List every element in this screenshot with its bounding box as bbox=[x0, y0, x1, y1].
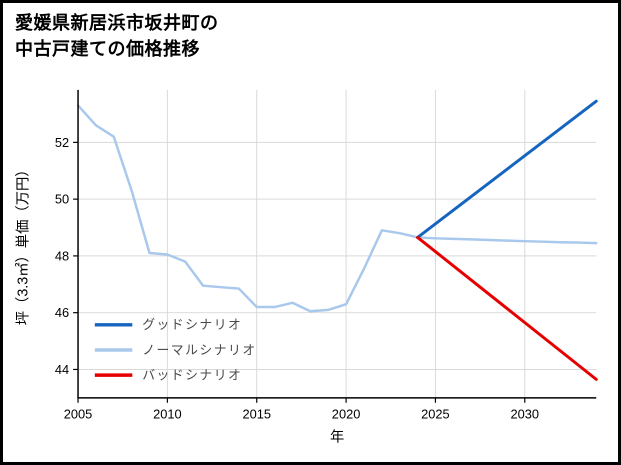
y-tick-label: 48 bbox=[55, 248, 69, 263]
chart-title: 愛媛県新居浜市坂井町の 中古戸建ての価格推移 bbox=[15, 10, 219, 62]
legend-label-0: グッドシナリオ bbox=[142, 317, 242, 332]
y-tick-label: 52 bbox=[55, 135, 69, 150]
x-tick-label: 2030 bbox=[511, 407, 540, 422]
chart-title-line2: 中古戸建ての価格推移 bbox=[15, 39, 200, 59]
series-line-1 bbox=[76, 104, 598, 313]
x-tick-label: 2025 bbox=[421, 407, 450, 422]
x-tick-label: 2010 bbox=[153, 407, 182, 422]
series-line-2 bbox=[416, 235, 598, 381]
legend-label-1: ノーマルシナリオ bbox=[142, 342, 256, 357]
x-axis-label: 年 bbox=[330, 428, 344, 445]
series-line-0 bbox=[416, 99, 598, 239]
price-trend-chart: 2005 2010 2015 2020 2025 2030 44 46 48 50 52 年 坪（3.3… bbox=[15, 89, 598, 445]
chart-title-line1: 愛媛県新居浜市坂井町の bbox=[15, 13, 219, 33]
y-tick-label: 46 bbox=[55, 305, 69, 320]
x-tick-label: 2015 bbox=[242, 407, 271, 422]
y-tick-label: 50 bbox=[55, 192, 69, 207]
x-tick-label: 2020 bbox=[332, 407, 361, 422]
y-axis-label: 坪（3.3㎡）単価（万円） bbox=[15, 162, 32, 325]
legend-label-2: バッドシナリオ bbox=[142, 368, 242, 383]
y-tick-label: 44 bbox=[55, 362, 69, 377]
x-tick-label: 2005 bbox=[64, 407, 93, 422]
